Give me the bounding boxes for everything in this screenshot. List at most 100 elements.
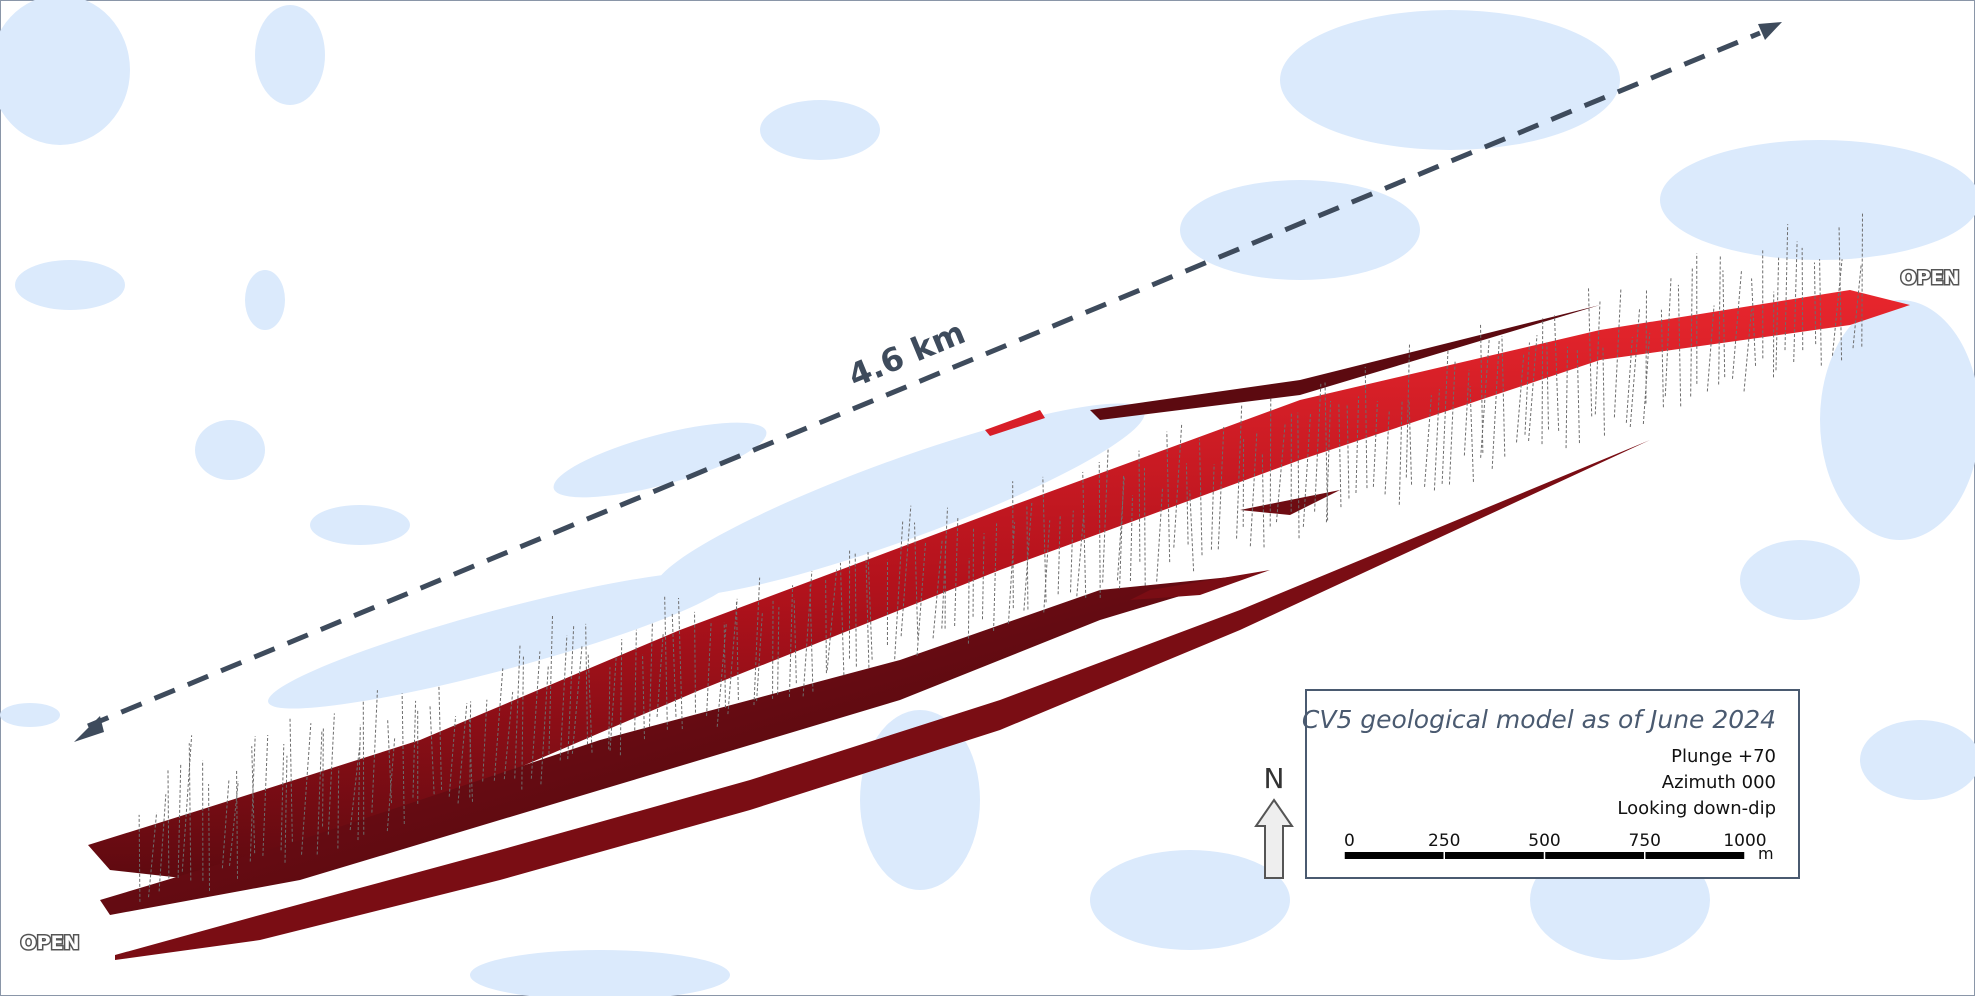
drill-hole: [678, 597, 683, 730]
drill-hole: [619, 639, 623, 756]
drill-hole: [1576, 350, 1580, 444]
drill-hole: [357, 724, 361, 841]
drill-hole: [656, 633, 664, 717]
drill-hole: [1501, 336, 1506, 457]
scale-tick-label: 1000: [1723, 831, 1766, 851]
legend: CV5 geological model as of June 2024 Plu…: [1302, 689, 1800, 879]
drill-hole: [280, 743, 285, 851]
drill-hole: [1143, 468, 1146, 586]
drill-hole: [1129, 495, 1133, 581]
drill-hole: [469, 701, 472, 798]
drill-hole: [1793, 241, 1798, 363]
drill-hole: [457, 703, 468, 804]
drill-hole: [1524, 342, 1530, 435]
drill-hole: [177, 764, 182, 878]
drill-hole: [1346, 403, 1350, 499]
drill-hole: [1831, 259, 1843, 356]
drill-hole: [671, 613, 677, 717]
north-label: N: [1264, 762, 1285, 795]
scale-tick-label: 0: [1344, 831, 1355, 851]
drill-hole: [954, 516, 959, 627]
drill-hole: [1463, 369, 1470, 456]
drill-hole: [1448, 361, 1456, 485]
drill-hole: [867, 552, 873, 660]
drill-hole: [1528, 335, 1538, 442]
drill-hole: [735, 600, 739, 701]
drill-hole: [1098, 462, 1101, 598]
drill-hole: [1838, 225, 1843, 361]
drill-hole: [777, 607, 780, 695]
drill-hole: [609, 656, 617, 751]
drill-hole: [1408, 400, 1413, 485]
drill-hole: [1173, 422, 1183, 548]
drill-hole: [981, 533, 985, 620]
legend-title: CV5 geological model as of June 2024: [1302, 705, 1776, 734]
drill-hole: [1372, 401, 1378, 487]
drill-hole: [1690, 268, 1693, 397]
drill-hole: [559, 635, 568, 761]
drill-hole: [706, 622, 712, 717]
drill-hole: [493, 668, 504, 781]
drill-hole: [548, 615, 553, 754]
drill-hole: [1189, 490, 1195, 572]
drill-hole: [941, 507, 949, 629]
drill-hole: [1314, 383, 1322, 512]
drill-hole: [1491, 340, 1500, 469]
drill-hole: [148, 812, 158, 898]
drill-hole: [1116, 477, 1125, 581]
drill-hole: [634, 629, 637, 731]
drill-hole: [482, 699, 488, 782]
drill-hole: [1384, 409, 1390, 495]
drill-hole: [993, 523, 998, 632]
drill-hole: [1861, 211, 1863, 347]
drill-hole: [1801, 247, 1804, 351]
drill-hole: [448, 716, 457, 797]
drill-hole: [1156, 487, 1164, 582]
drill-hole: [608, 667, 611, 750]
drill-hole: [371, 690, 378, 813]
drill-hole: [284, 755, 288, 863]
drill-hole: [1210, 464, 1215, 550]
drill-hole: [289, 717, 293, 842]
drill-hole: [1819, 259, 1822, 366]
drill-hole: [1249, 431, 1258, 547]
drill-hole: [900, 505, 912, 637]
drill-hole: [316, 729, 323, 855]
drill-hole: [1775, 257, 1780, 371]
drill-hole: [1261, 453, 1265, 548]
drill-hole: [1565, 346, 1569, 449]
drill-hole: [839, 562, 845, 676]
open-label: OPEN: [21, 932, 80, 954]
drill-hole: [1217, 426, 1225, 550]
drill-hole: [438, 685, 443, 790]
drill-hole: [1660, 309, 1664, 408]
drill-hole: [1718, 255, 1721, 385]
drill-hole: [1338, 404, 1342, 508]
drill-hole: [1469, 386, 1474, 482]
drill-hole: [1236, 405, 1243, 539]
drill-hole: [826, 569, 838, 671]
drill-hole: [301, 723, 312, 855]
drill-hole: [1602, 345, 1605, 436]
drill-hole: [587, 653, 593, 753]
drill-hole: [412, 700, 417, 798]
drill-hole: [521, 656, 524, 790]
drill-hole: [1706, 305, 1715, 392]
drill-hole: [723, 622, 726, 708]
drill-hole: [208, 784, 211, 891]
drill-hole: [694, 611, 697, 713]
drill-hole: [664, 595, 668, 730]
drill-hole: [251, 746, 256, 854]
drill-hole: [1424, 395, 1432, 487]
drill-hole: [1302, 413, 1312, 527]
drill-hole: [585, 623, 589, 745]
drill-hole: [386, 737, 396, 832]
drill-hole: [1023, 502, 1033, 611]
drill-hole: [1198, 438, 1203, 556]
drill-hole: [1441, 349, 1449, 484]
drill-hole: [1269, 398, 1272, 527]
drill-hole: [1138, 450, 1141, 562]
drill-hole: [1751, 278, 1757, 366]
drill-hole: [262, 735, 269, 856]
